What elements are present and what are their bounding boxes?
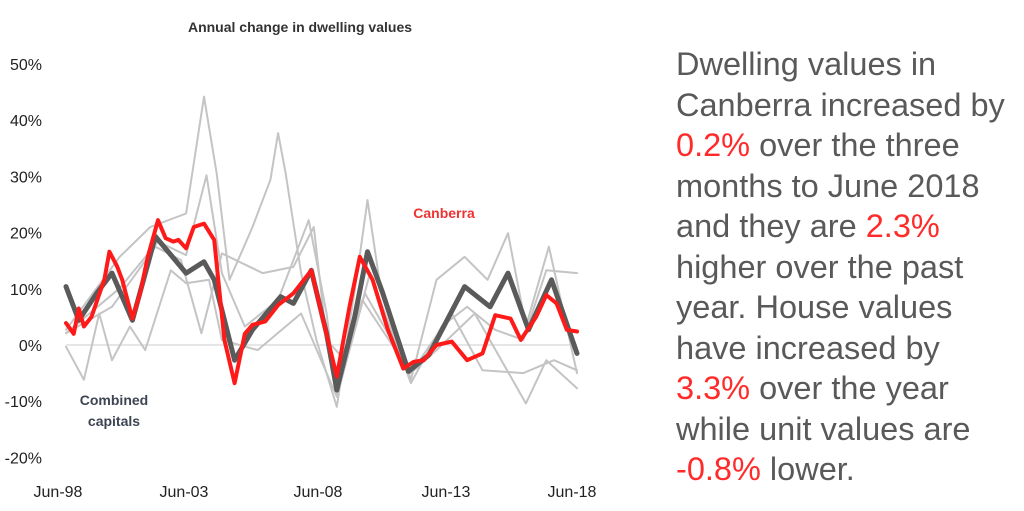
x-tick-label: Jun-18 [548, 484, 597, 501]
other-capital-line [65, 226, 578, 375]
y-tick-label: 0% [19, 338, 42, 355]
highlight-value: -0.8% [676, 451, 761, 487]
y-tick-label: 50% [10, 57, 42, 74]
y-tick-label: 30% [10, 169, 42, 186]
commentary-segment: over the three months to June 2018 and t… [676, 127, 980, 244]
highlight-value: 3.3% [676, 370, 751, 406]
y-tick-label: 10% [10, 282, 42, 299]
canberra-label: Canberra [413, 205, 475, 221]
x-tick-label: Jun-08 [294, 484, 343, 501]
y-tick-label: 20% [10, 226, 42, 243]
combined-capitals-label: Combined capitals [80, 392, 148, 429]
canberra-line [64, 218, 579, 386]
chart-title: Annual change in dwelling values [188, 19, 412, 35]
commentary-segment: over the year while unit values are [676, 370, 971, 447]
highlight-value: 2.3% [865, 208, 940, 244]
other-capital-line [65, 174, 578, 398]
x-tick-label: Jun-03 [160, 484, 209, 501]
x-tick-label: Jun-13 [422, 484, 471, 501]
other-capital-line [65, 95, 578, 408]
highlight-value: 0.2% [676, 127, 751, 163]
x-tick-label: Jun-98 [34, 484, 83, 501]
commentary-text: Dwelling values in Canberra increased by… [676, 44, 1021, 490]
commentary-segment: Dwelling values in Canberra increased by [676, 46, 1005, 123]
y-tick-label: -20% [5, 450, 42, 467]
commentary-segment: lower. [760, 451, 855, 487]
y-tick-label: -10% [5, 394, 42, 411]
other-capital-line [65, 269, 578, 405]
commentary-segment: higher over the past year. House values … [676, 248, 964, 366]
annual-change-chart: Annual change in dwelling values 50% 40% 3… [5, 19, 597, 501]
y-tick-label: 40% [10, 113, 42, 130]
